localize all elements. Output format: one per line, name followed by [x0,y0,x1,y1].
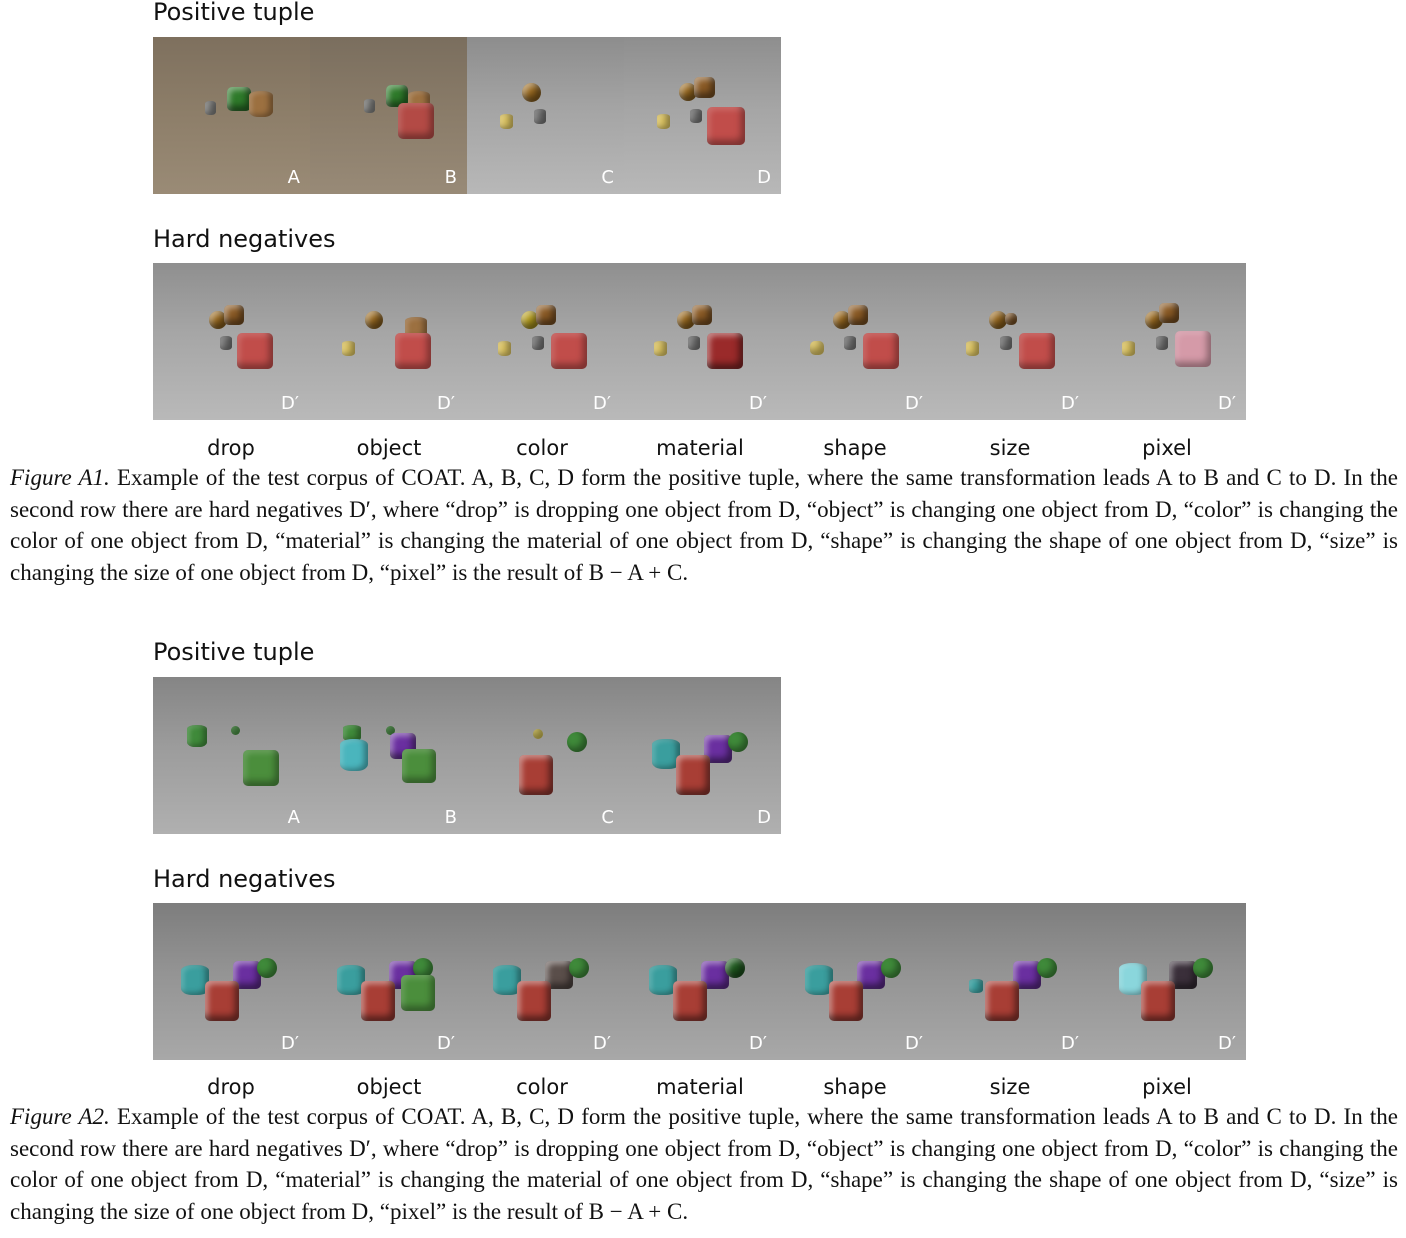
tile-label: B [444,807,457,828]
negative-image-pixel: D′ [1089,263,1246,420]
negative-image-material: D′ [621,903,777,1060]
negative-label-object: object [356,436,422,460]
tile-label: D′ [1061,1033,1079,1054]
scene-image-c: C [467,677,624,834]
negative-image-shape: D′ [777,263,933,420]
negative-label-object: object [356,1075,422,1099]
scene-image-b: B [310,37,467,194]
tile-label: D [757,167,771,188]
tile-label: D′ [593,393,611,414]
tile-label: D [757,807,771,828]
scene-image-b: B [310,677,467,834]
negative-image-size: D′ [933,903,1089,1060]
negative-image-color: D′ [465,263,621,420]
tile-label: D′ [749,1033,767,1054]
caption-text: Example of the test corpus of COAT. A, B… [10,465,1398,585]
figure-caption: Figure A1. Example of the test corpus of… [10,462,1398,588]
figure-ref: Figure A2. [10,1104,110,1129]
negative-label-material: material [656,436,744,460]
tile-label: D′ [905,1033,923,1054]
negative-image-drop: D′ [153,903,309,1060]
negative-label-pixel: pixel [1142,436,1192,460]
hard-negatives-title: Hard negatives [153,225,336,253]
tile-label: A [287,807,300,828]
tile-label: A [287,167,300,188]
scene-image-c: C [467,37,624,194]
scene-image-d: D [624,37,781,194]
tile-label: D′ [281,1033,299,1054]
caption-text: Example of the test corpus of COAT. A, B… [10,1104,1398,1224]
hard-negatives-strip: D′ D′ D′ D′ [153,263,1246,420]
negative-label-material: material [656,1075,744,1099]
tile-label: D′ [749,393,767,414]
negative-label-pixel: pixel [1142,1075,1192,1099]
negative-label-drop: drop [207,436,255,460]
tile-label: B [444,167,457,188]
negative-image-color: D′ [465,903,621,1060]
negative-label-size: size [989,1075,1031,1099]
tile-label: D′ [1061,393,1079,414]
negative-image-size: D′ [933,263,1089,420]
negative-image-pixel: D′ [1089,903,1246,1060]
hard-negatives-title: Hard negatives [153,865,336,893]
negative-label-shape: shape [823,436,887,460]
negative-image-shape: D′ [777,903,933,1060]
scene-image-a: A [153,37,310,194]
negative-image-material: D′ [621,263,777,420]
negative-image-drop: D′ [153,263,309,420]
tile-label: D′ [905,393,923,414]
tile-label: D′ [1218,393,1236,414]
negative-label-color: color [516,1075,568,1099]
negative-label-shape: shape [823,1075,887,1099]
positive-tuple-title: Positive tuple [153,638,315,666]
tile-label: D′ [437,393,455,414]
tile-label: D′ [593,1033,611,1054]
negative-label-drop: drop [207,1075,255,1099]
scene-image-d: D [624,677,781,834]
tile-label: C [601,167,614,188]
positive-tuple-strip: A B C D [153,677,781,834]
tile-label: D′ [437,1033,455,1054]
negative-label-color: color [516,436,568,460]
figure-caption: Figure A2. Example of the test corpus of… [10,1101,1398,1227]
scene-image-a: A [153,677,310,834]
positive-tuple-strip: A B C D [153,37,781,194]
negative-label-size: size [989,436,1031,460]
hard-negatives-strip: D′ D′ D′ D′ D′ [153,903,1246,1060]
negative-image-object: D′ [309,263,465,420]
figure-ref: Figure A1. [10,465,110,490]
negative-image-object: D′ [309,903,465,1060]
tile-label: C [601,807,614,828]
tile-label: D′ [281,393,299,414]
tile-label: D′ [1218,1033,1236,1054]
positive-tuple-title: Positive tuple [153,0,315,26]
